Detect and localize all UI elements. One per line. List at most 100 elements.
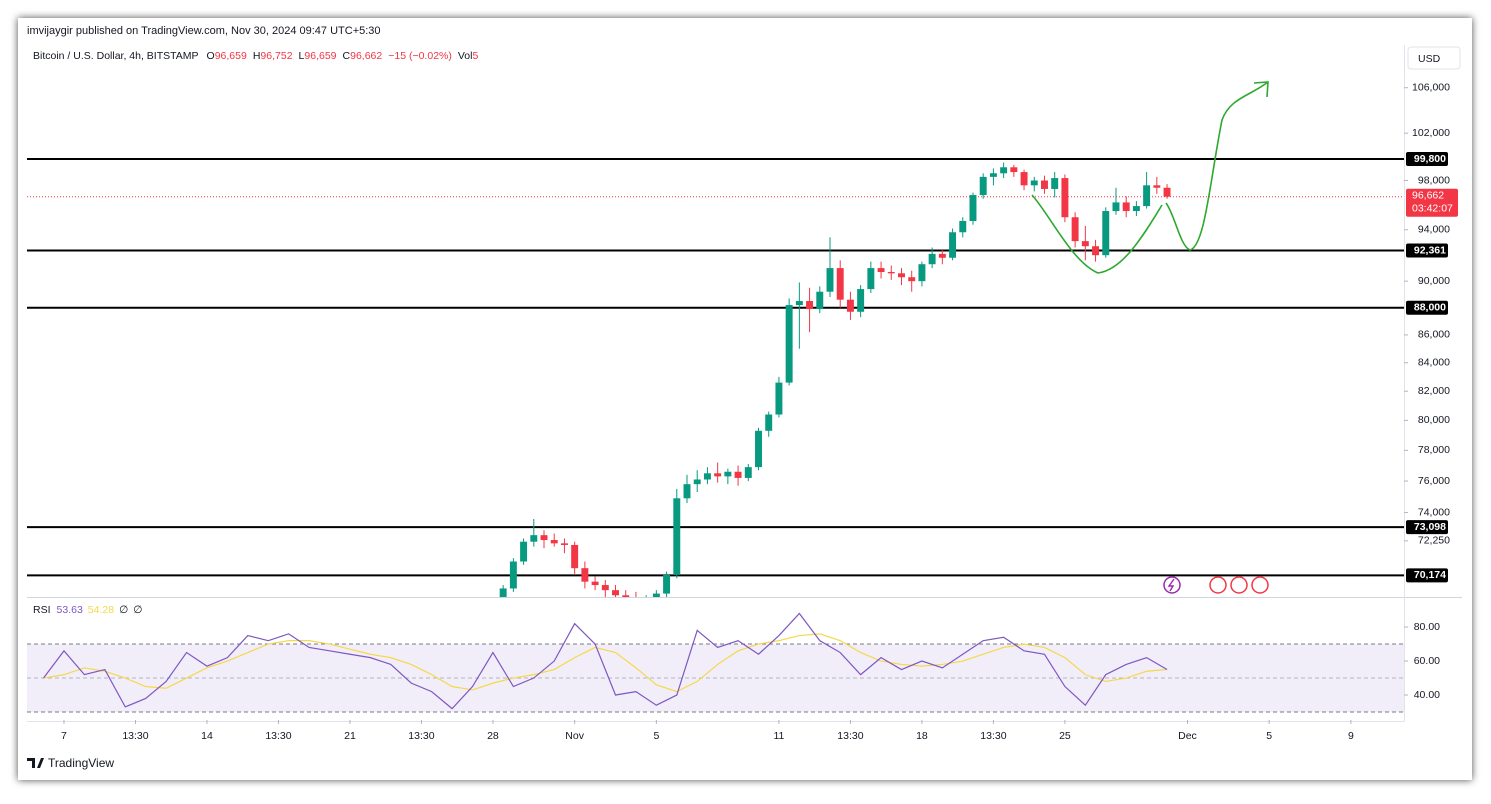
candle-body [795,301,803,306]
arrow-head [1253,81,1269,98]
axes: 106,000 102,000 98,000 94,000 90,000 86,000 84… [33,81,1458,742]
currency: USD [1418,53,1441,65]
level-label-box [1406,243,1448,258]
l-value: 96,659 [304,50,336,62]
symbol: Bitcoin / U.S. Dollar, 4h, BITSTAMP [33,50,199,62]
candle-body [663,574,671,594]
candle-body [560,543,568,545]
candle-body [571,544,579,569]
candle-body [581,568,589,582]
level-label-box [1406,520,1448,535]
candle-body [714,473,722,477]
candle-body [1092,246,1100,256]
x-tick-label: 25 [1059,730,1071,742]
event-icons [1163,576,1269,594]
rsi-line [43,612,1168,710]
x-tick-label: 13:30 [837,730,863,742]
rsi-tick-label: 40.00 [1414,689,1440,701]
candle-body [887,272,895,274]
rsi-legend: RSI 53.63 54.28 ∅ ∅ [33,604,142,616]
h-label: H [253,50,261,62]
rsi-extra: ∅ [133,604,142,616]
candle-body [1010,167,1018,173]
candle-body [755,430,762,468]
brand: TradingView [48,756,114,770]
event-icon[interactable] [1230,576,1248,594]
brand-logo [27,758,44,768]
candle-body [550,540,558,544]
event-bolt [1167,578,1175,592]
candle-body [1081,241,1089,247]
candle-body [1000,167,1008,174]
currency-button[interactable] [1407,46,1461,70]
level-label: 88,000 [1414,302,1446,314]
candle-body [601,585,609,591]
y-tick-label: 102,000 [1412,127,1450,139]
x-tick-label: 5 [653,730,659,742]
candle-body [1122,202,1130,212]
candle-body [693,479,701,485]
vol-label: Vol [458,50,473,62]
rsi-tick-label: 80.00 [1414,621,1440,633]
candle-body [1041,180,1048,189]
event-icon[interactable] [1163,576,1181,594]
x-tick-label: 13:30 [122,730,148,742]
candle-body [612,590,619,596]
candle-body [1061,178,1069,218]
y-tick-label: 106,000 [1412,81,1450,93]
x-tick-label: Dec [1178,730,1197,742]
candle-body [785,305,793,383]
candle-body [1030,180,1038,186]
candle-body [1102,211,1110,256]
candle-body [724,471,732,477]
event-icon[interactable] [1251,576,1269,594]
candle-body [908,277,916,282]
candle-body [877,268,885,273]
vol-value: 5 [472,50,478,62]
rsi-value: 53.63 [57,604,83,616]
event-icon[interactable] [1209,576,1227,594]
candle-body [938,253,946,258]
x-tick-label: 13:30 [980,730,1006,742]
countdown: 03:42:07 [1412,203,1453,215]
annotations [1031,81,1269,274]
x-tick-label: 21 [344,730,356,742]
candle-body [806,301,814,310]
candle-body [499,588,507,597]
publisher: imvijaygir published on TradingView.com,… [27,25,381,37]
candle-body [673,498,681,575]
candle-body [734,471,742,478]
x-tick-label: 13:30 [408,730,434,742]
y-tick-label: 86,000 [1418,329,1450,341]
y-tick-label: 72,250 [1418,535,1450,547]
last-price-box [1406,188,1458,217]
candle-body [816,291,824,310]
candle-body [775,382,783,415]
symbol-line: Bitcoin / U.S. Dollar, 4h, BITSTAMP O 96,6… [33,50,478,62]
level-label: 99,800 [1414,153,1446,165]
x-tick-label: 14 [201,730,213,742]
candle-body [969,195,977,221]
c-label: C [343,50,351,62]
candle-body [1132,206,1140,212]
rsi-tick-label: 60.00 [1414,655,1440,667]
candle-body [1051,178,1059,189]
candle-body [744,467,752,478]
candle-body [509,561,517,589]
c-value: 96,662 [350,50,382,62]
candle-body [979,176,987,196]
rsi-pane [27,612,1404,713]
x-tick-label: 9 [1348,730,1354,742]
x-tick-label: 11 [773,730,784,742]
o-label: O [207,50,215,62]
candle-body [652,593,660,597]
l-label: L [299,50,305,62]
candle-body [826,268,834,292]
candle-body [898,273,905,278]
rsi-ma-value: 54.28 [88,604,114,616]
level-label-box [1406,300,1448,315]
candle-body [520,541,528,562]
last-price-label: 96,662 [1412,190,1444,202]
